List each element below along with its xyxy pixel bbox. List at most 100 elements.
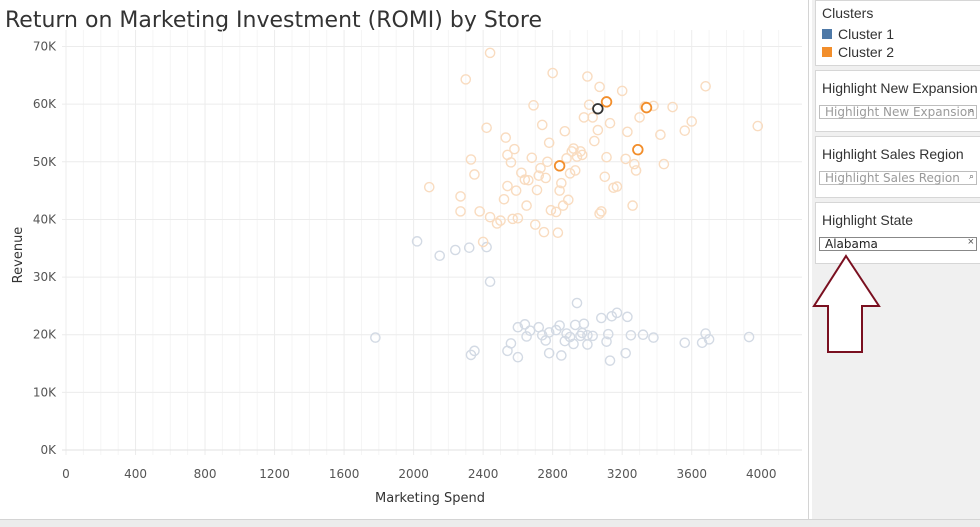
data-point[interactable] (519, 174, 531, 185)
data-point[interactable] (543, 327, 555, 338)
data-point[interactable] (531, 184, 543, 196)
data-point[interactable] (599, 171, 611, 183)
data-point[interactable] (601, 151, 612, 163)
data-point[interactable] (568, 338, 579, 350)
data-point[interactable] (655, 129, 666, 141)
scatter-plot[interactable]: 0 400 800 1200 1600 2000 2400 2800 3200 3600 4000 … (0, 0, 808, 519)
highlight-new-expansion-input[interactable]: Highlight New Expansion ⌕ (819, 105, 977, 119)
data-point[interactable] (587, 330, 598, 342)
data-point[interactable] (686, 116, 698, 127)
data-point[interactable] (569, 319, 581, 331)
data-point[interactable] (536, 119, 548, 131)
data-point[interactable] (752, 120, 764, 132)
highlighted-point[interactable] (632, 144, 644, 156)
data-point[interactable] (571, 297, 583, 309)
data-point[interactable] (521, 200, 532, 211)
data-point[interactable] (604, 355, 616, 366)
data-point[interactable] (596, 206, 607, 217)
data-point[interactable] (535, 162, 546, 174)
data-point[interactable] (519, 319, 531, 330)
data-point[interactable] (620, 153, 631, 165)
data-point[interactable] (627, 200, 638, 211)
data-point[interactable] (469, 345, 480, 357)
data-point[interactable] (545, 204, 557, 216)
data-point[interactable] (505, 157, 517, 168)
data-point[interactable] (434, 250, 445, 262)
data-point[interactable] (543, 137, 555, 149)
data-point[interactable] (557, 200, 569, 211)
data-point[interactable] (679, 337, 691, 349)
data-point[interactable] (571, 151, 583, 162)
data-point[interactable] (455, 206, 466, 217)
data-point[interactable] (604, 117, 616, 129)
data-point[interactable] (658, 158, 670, 170)
highlighted-points[interactable] (553, 96, 653, 172)
data-point[interactable] (484, 211, 496, 223)
data-point[interactable] (423, 181, 435, 193)
data-point[interactable] (498, 193, 510, 205)
data-point[interactable] (491, 218, 503, 229)
data-point[interactable] (564, 168, 576, 179)
data-point[interactable] (582, 71, 593, 82)
data-point[interactable] (556, 350, 567, 361)
data-point[interactable] (543, 347, 555, 359)
data-point[interactable] (484, 276, 496, 287)
data-point[interactable] (559, 125, 571, 137)
data-point[interactable] (460, 74, 472, 85)
data-point[interactable] (563, 194, 574, 206)
data-point[interactable] (523, 174, 534, 186)
data-point[interactable] (602, 328, 614, 340)
data-point[interactable] (622, 126, 633, 138)
data-point[interactable] (495, 215, 506, 226)
data-point[interactable] (667, 101, 678, 113)
data-point[interactable] (703, 334, 715, 345)
data-point[interactable] (455, 191, 466, 202)
data-point[interactable] (634, 112, 645, 123)
data-point[interactable] (561, 328, 572, 339)
data-point[interactable] (575, 330, 586, 342)
data-point[interactable] (542, 156, 553, 168)
data-point[interactable] (536, 329, 548, 341)
data-point[interactable] (743, 331, 755, 343)
data-point[interactable] (529, 219, 541, 230)
data-point[interactable] (524, 325, 536, 336)
data-point[interactable] (679, 125, 691, 136)
data-point[interactable] (629, 158, 640, 170)
data-point[interactable] (589, 135, 600, 147)
data-point[interactable] (576, 149, 588, 161)
data-point[interactable] (552, 227, 564, 239)
data-point[interactable] (526, 152, 538, 164)
clear-icon[interactable]: × (967, 236, 974, 248)
data-point[interactable] (594, 81, 605, 93)
data-point[interactable] (502, 180, 513, 192)
data-point[interactable] (533, 170, 545, 181)
data-point[interactable] (469, 169, 480, 180)
data-point[interactable] (538, 226, 550, 238)
data-point[interactable] (583, 99, 595, 111)
data-point[interactable] (596, 312, 607, 324)
data-point[interactable] (463, 242, 475, 253)
data-point[interactable] (554, 185, 565, 196)
data-point[interactable] (582, 339, 593, 350)
data-points[interactable] (370, 47, 764, 366)
data-point[interactable] (509, 143, 520, 155)
data-point[interactable] (528, 100, 539, 111)
data-point[interactable] (611, 307, 623, 319)
data-point[interactable] (510, 185, 522, 196)
data-point[interactable] (512, 212, 524, 224)
data-point[interactable] (512, 351, 524, 363)
data-point[interactable] (450, 244, 461, 256)
data-point[interactable] (700, 80, 711, 92)
data-point[interactable] (569, 165, 581, 176)
highlight-state-input[interactable]: Alabama × (819, 236, 977, 251)
highlighted-point[interactable] (640, 101, 653, 114)
data-point[interactable] (622, 311, 633, 323)
legend-item-cluster-2[interactable]: Cluster 2 (816, 43, 980, 61)
data-point[interactable] (592, 124, 604, 136)
data-point[interactable] (500, 132, 512, 143)
data-point[interactable] (625, 329, 637, 341)
data-point[interactable] (370, 332, 381, 343)
data-point[interactable] (578, 318, 590, 330)
data-point[interactable] (554, 320, 565, 331)
data-point[interactable] (601, 336, 612, 347)
